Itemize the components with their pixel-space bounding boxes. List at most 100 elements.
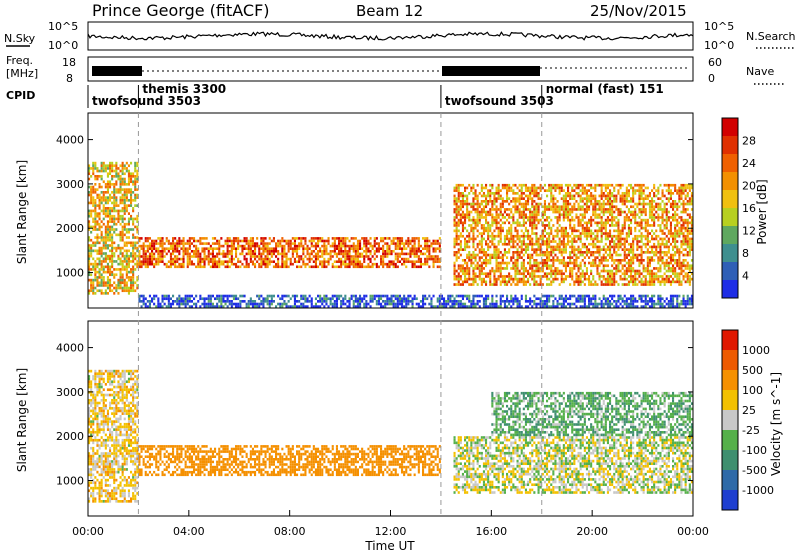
- heatmap-cell: [283, 302, 286, 306]
- heatmap-cell: [672, 256, 675, 259]
- heatmap-cell: [289, 305, 292, 308]
- heatmap-cell: [669, 192, 672, 195]
- heatmap-cell: [514, 245, 517, 249]
- heatmap-cell: [132, 276, 135, 279]
- heatmap-cell: [109, 260, 112, 263]
- heatmap-cell: [117, 244, 120, 247]
- heatmap-cell: [190, 250, 193, 253]
- heatmap-cell: [627, 242, 630, 246]
- heatmap-cell: [659, 248, 662, 251]
- heatmap-cell: [535, 186, 538, 190]
- heatmap-cell: [640, 248, 643, 251]
- heatmap-cell: [531, 237, 534, 241]
- heatmap-cell: [88, 238, 91, 242]
- heatmap-cell: [455, 275, 458, 278]
- heatmap-cell: [464, 245, 467, 249]
- heatmap-cell: [457, 192, 460, 195]
- heatmap-cell: [485, 197, 488, 200]
- heatmap-cell: [161, 294, 164, 298]
- heatmap-cell: [554, 208, 557, 211]
- heatmap-cell: [115, 199, 118, 202]
- heatmap-cell: [667, 275, 670, 278]
- heatmap-cell: [648, 240, 651, 243]
- heatmap-cell: [625, 261, 628, 265]
- heatmap-cell: [115, 204, 118, 207]
- heatmap-cell: [268, 262, 271, 266]
- heatmap-cell: [300, 237, 303, 240]
- heatmap-cell: [125, 244, 128, 247]
- heatmap-cell: [604, 269, 607, 273]
- heatmap-cell: [546, 264, 549, 268]
- heatmap-cell: [583, 213, 586, 217]
- heatmap-cell: [543, 242, 546, 246]
- heatmap-cell: [380, 239, 383, 243]
- heatmap-cell: [262, 237, 265, 240]
- heatmap-cell: [459, 234, 462, 238]
- heatmap-cell: [617, 226, 620, 230]
- heatmap-cell: [497, 208, 500, 211]
- heatmap-cell: [317, 255, 320, 258]
- heatmap-cell: [642, 234, 645, 238]
- heatmap-cell: [319, 305, 322, 308]
- heatmap-cell: [627, 234, 630, 238]
- heatmap-cell: [100, 199, 103, 202]
- heatmap-cell: [104, 167, 107, 170]
- heatmap-cell: [512, 253, 515, 257]
- heatmap-cell: [293, 237, 296, 240]
- heatmap-cell: [419, 257, 422, 261]
- heatmap-cell: [314, 260, 317, 263]
- heatmap-cell: [470, 186, 473, 190]
- heatmap-cell: [310, 257, 313, 261]
- heatmap-cell: [564, 229, 567, 233]
- heatmap-cell: [106, 175, 109, 178]
- heatmap-cell: [688, 202, 691, 206]
- heatmap-cell: [201, 250, 204, 253]
- heatmap-cell: [302, 305, 305, 308]
- heatmap-cell: [310, 297, 313, 301]
- heatmap-cell: [648, 280, 651, 284]
- heatmap-cell: [329, 257, 332, 261]
- heatmap-cell: [104, 270, 107, 274]
- heatmap-cell: [621, 237, 624, 241]
- heatmap-cell: [506, 234, 509, 238]
- heatmap-cell: [153, 257, 156, 261]
- heatmap-cell: [642, 183, 645, 187]
- heatmap-cell: [680, 192, 683, 195]
- heatmap-cell: [455, 189, 458, 192]
- heatmap-cell: [247, 262, 250, 266]
- heatmap-cell: [184, 242, 187, 245]
- heatmap-cell: [300, 305, 303, 308]
- heatmap-cell: [144, 302, 147, 306]
- heatmap-cell: [285, 242, 288, 245]
- heatmap-cell: [640, 256, 643, 259]
- heatmap-cell: [684, 229, 687, 233]
- heatmap-cell: [598, 226, 601, 230]
- heatmap-cell: [476, 234, 479, 238]
- heatmap-cell: [92, 265, 95, 269]
- heatmap-cell: [413, 252, 416, 256]
- heatmap-cell: [621, 267, 624, 270]
- heatmap-cell: [438, 257, 441, 261]
- heatmap-cell: [634, 256, 637, 259]
- heatmap-cell: [405, 239, 408, 243]
- heatmap-cell: [180, 302, 183, 306]
- heatmap-cell: [651, 269, 654, 273]
- heatmap-cell: [394, 262, 397, 266]
- heatmap-cell: [174, 300, 177, 303]
- heatmap-cell: [426, 260, 429, 263]
- heatmap-cell: [325, 265, 328, 269]
- heatmap-cell: [92, 278, 95, 282]
- heatmap-cell: [550, 232, 553, 235]
- heatmap-cell: [665, 269, 668, 273]
- heatmap-cell: [499, 224, 502, 227]
- heatmap-cell: [474, 221, 477, 225]
- heatmap-cell: [493, 237, 496, 241]
- heatmap-cell: [348, 260, 351, 263]
- heatmap-cell: [606, 208, 609, 211]
- heatmap-cell: [669, 205, 672, 209]
- heatmap-cell: [228, 237, 231, 240]
- heatmap-cell: [241, 239, 244, 243]
- heatmap-cell: [596, 224, 599, 227]
- heatmap-cell: [356, 255, 359, 258]
- heatmap-cell: [92, 225, 95, 229]
